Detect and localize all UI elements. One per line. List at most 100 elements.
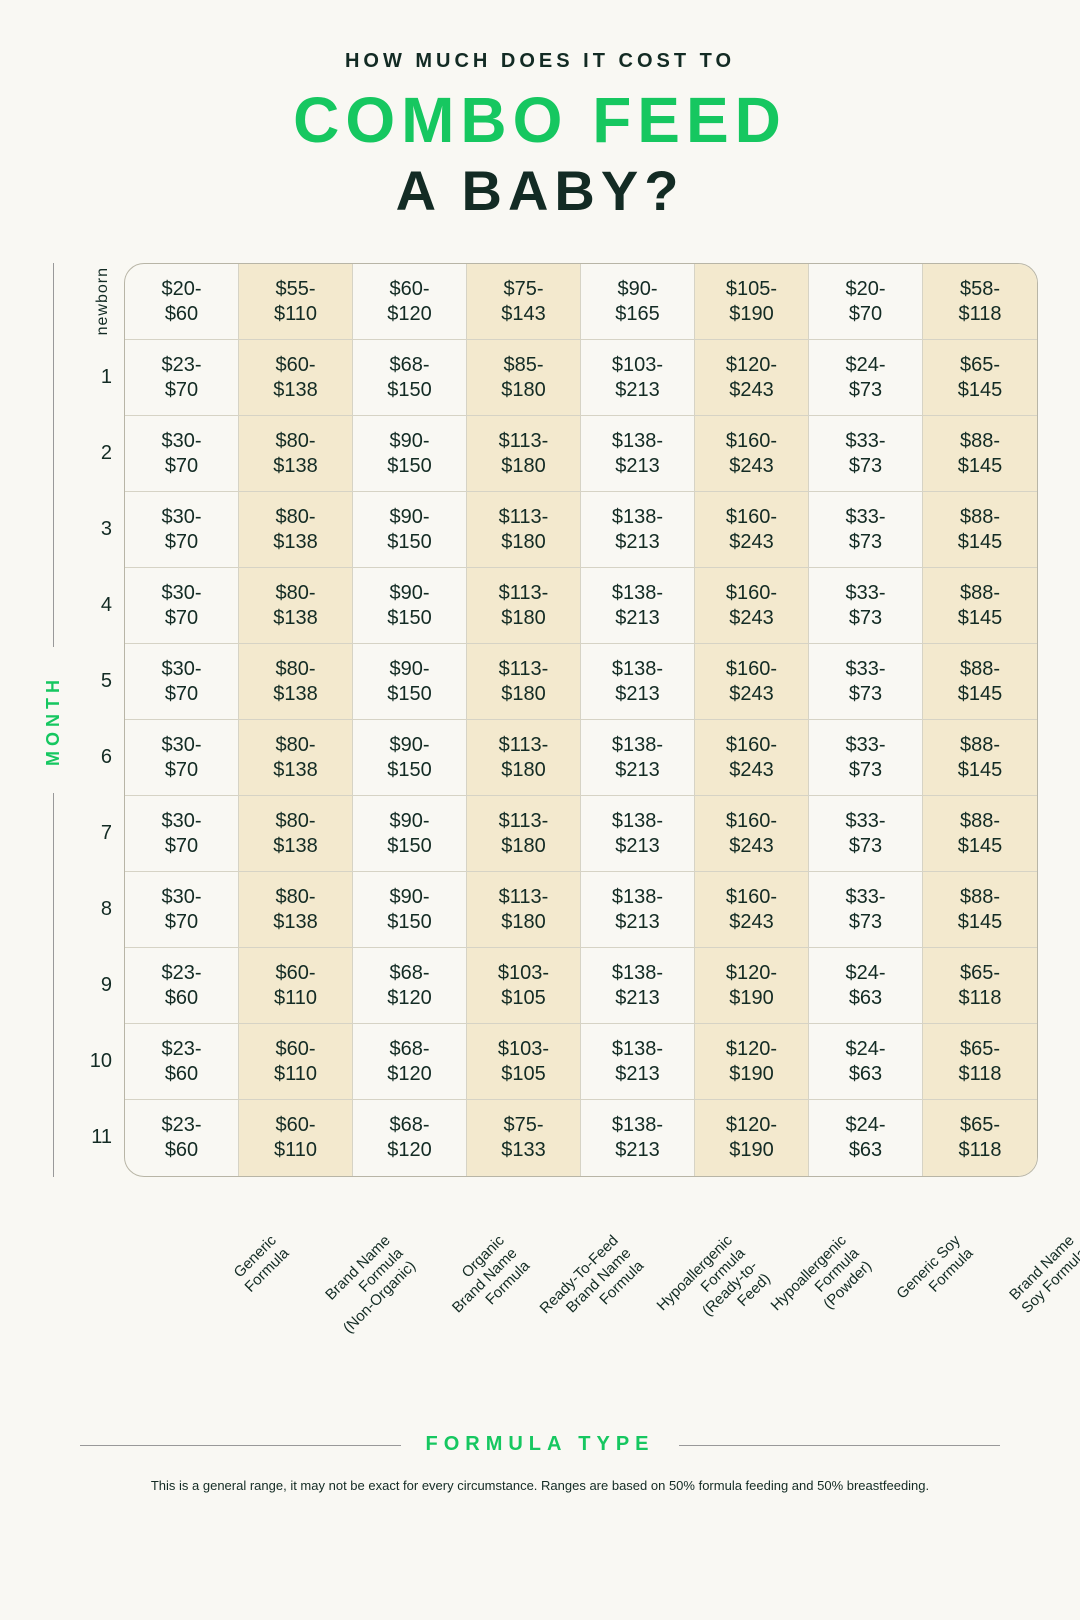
cost-cell: $80- $138 <box>239 644 353 720</box>
cost-cell: $75- $143 <box>467 264 581 340</box>
cost-cell: $90- $150 <box>353 416 467 492</box>
cost-cell: $33- $73 <box>809 872 923 948</box>
cost-cell: $80- $138 <box>239 872 353 948</box>
cost-cell: $113- $180 <box>467 644 581 720</box>
cost-cell: $103- $105 <box>467 948 581 1024</box>
cost-cell: $65- $118 <box>923 1100 1037 1176</box>
cost-cell: $138- $213 <box>581 568 695 644</box>
title-main: COMBO FEED <box>20 87 1060 154</box>
month-axis-label: MONTH <box>43 675 64 766</box>
cost-cell: $120- $243 <box>695 340 809 416</box>
cost-cell: $90- $150 <box>353 796 467 872</box>
cost-cell: $75- $133 <box>467 1100 581 1176</box>
month-label: 6 <box>66 719 124 795</box>
page: HOW MUCH DOES IT COST TO COMBO FEED A BA… <box>0 0 1080 1513</box>
month-axis: MONTH <box>40 263 66 1177</box>
month-label: 8 <box>66 871 124 947</box>
cost-cell: $60- $120 <box>353 264 467 340</box>
title-sub: A BABY? <box>20 158 1060 223</box>
cost-cell: $160- $243 <box>695 872 809 948</box>
cost-cell: $33- $73 <box>809 796 923 872</box>
cost-cell: $85- $180 <box>467 340 581 416</box>
cost-cell: $20- $60 <box>125 264 239 340</box>
column-labels: Generic FormulaBrand Name Formula (Non-O… <box>124 1191 1060 1313</box>
cost-cell: $88- $145 <box>923 416 1037 492</box>
cost-cell: $160- $243 <box>695 720 809 796</box>
cost-cell: $160- $243 <box>695 416 809 492</box>
cost-cell: $88- $145 <box>923 872 1037 948</box>
month-label: 4 <box>66 567 124 643</box>
cost-cell: $60- $110 <box>239 1100 353 1176</box>
month-label: 3 <box>66 491 124 567</box>
cost-cell: $120- $190 <box>695 948 809 1024</box>
cost-cell: $120- $190 <box>695 1024 809 1100</box>
cost-cell: $138- $213 <box>581 1024 695 1100</box>
cost-cell: $138- $213 <box>581 644 695 720</box>
cost-cell: $90- $150 <box>353 872 467 948</box>
cost-cell: $138- $213 <box>581 1100 695 1176</box>
formula-axis: FORMULA TYPE <box>20 1433 1060 1456</box>
month-label: 1 <box>66 339 124 415</box>
cost-cell: $90- $150 <box>353 720 467 796</box>
cost-cell: $90- $150 <box>353 492 467 568</box>
month-label: 5 <box>66 643 124 719</box>
cost-grid: $20- $60$55- $110$60- $120$75- $143$90- … <box>124 263 1038 1177</box>
row-labels: newborn1234567891011 <box>66 263 124 1177</box>
cost-cell: $90- $150 <box>353 644 467 720</box>
cost-cell: $160- $243 <box>695 644 809 720</box>
cost-cell: $68- $120 <box>353 948 467 1024</box>
cost-cell: $90- $165 <box>581 264 695 340</box>
cost-cell: $160- $243 <box>695 568 809 644</box>
cost-cell: $113- $180 <box>467 568 581 644</box>
title-pretext: HOW MUCH DOES IT COST TO <box>20 50 1060 73</box>
cost-cell: $24- $63 <box>809 1024 923 1100</box>
title-block: HOW MUCH DOES IT COST TO COMBO FEED A BA… <box>20 50 1060 223</box>
cost-cell: $138- $213 <box>581 796 695 872</box>
cost-cell: $68- $120 <box>353 1024 467 1100</box>
cost-cell: $160- $243 <box>695 492 809 568</box>
cost-cell: $33- $73 <box>809 492 923 568</box>
cost-cell: $138- $213 <box>581 720 695 796</box>
formula-type-label: Brand Name Soy Formula <box>955 1191 1080 1358</box>
cost-cell: $60- $110 <box>239 1024 353 1100</box>
cost-cell: $30- $70 <box>125 644 239 720</box>
cost-cell: $60- $138 <box>239 340 353 416</box>
cost-cell: $33- $73 <box>809 720 923 796</box>
cost-cell: $160- $243 <box>695 796 809 872</box>
cost-cell: $113- $180 <box>467 492 581 568</box>
cost-cell: $88- $145 <box>923 796 1037 872</box>
month-label: 2 <box>66 415 124 491</box>
cost-cell: $80- $138 <box>239 796 353 872</box>
cost-cell: $65- $118 <box>923 1024 1037 1100</box>
cost-cell: $138- $213 <box>581 872 695 948</box>
cost-cell: $80- $138 <box>239 720 353 796</box>
cost-cell: $60- $110 <box>239 948 353 1024</box>
cost-cell: $30- $70 <box>125 416 239 492</box>
cost-cell: $65- $145 <box>923 340 1037 416</box>
cost-cell: $23- $60 <box>125 1100 239 1176</box>
cost-cell: $88- $145 <box>923 492 1037 568</box>
table-wrap: MONTH newborn1234567891011 $20- $60$55- … <box>40 263 1060 1177</box>
cost-cell: $68- $150 <box>353 340 467 416</box>
cost-cell: $80- $138 <box>239 492 353 568</box>
cost-cell: $138- $213 <box>581 492 695 568</box>
footnote: This is a general range, it may not be e… <box>20 1478 1060 1493</box>
cost-cell: $113- $180 <box>467 416 581 492</box>
cost-cell: $33- $73 <box>809 644 923 720</box>
cost-cell: $24- $63 <box>809 948 923 1024</box>
month-label: 7 <box>66 795 124 871</box>
cost-cell: $33- $73 <box>809 568 923 644</box>
cost-cell: $24- $73 <box>809 340 923 416</box>
cost-cell: $138- $213 <box>581 416 695 492</box>
cost-cell: $105- $190 <box>695 264 809 340</box>
cost-cell: $58- $118 <box>923 264 1037 340</box>
cost-cell: $30- $70 <box>125 720 239 796</box>
cost-cell: $30- $70 <box>125 872 239 948</box>
cost-cell: $120- $190 <box>695 1100 809 1176</box>
cost-cell: $23- $60 <box>125 1024 239 1100</box>
cost-cell: $30- $70 <box>125 492 239 568</box>
cost-cell: $80- $138 <box>239 568 353 644</box>
cost-cell: $30- $70 <box>125 796 239 872</box>
cost-cell: $113- $180 <box>467 796 581 872</box>
cost-cell: $24- $63 <box>809 1100 923 1176</box>
